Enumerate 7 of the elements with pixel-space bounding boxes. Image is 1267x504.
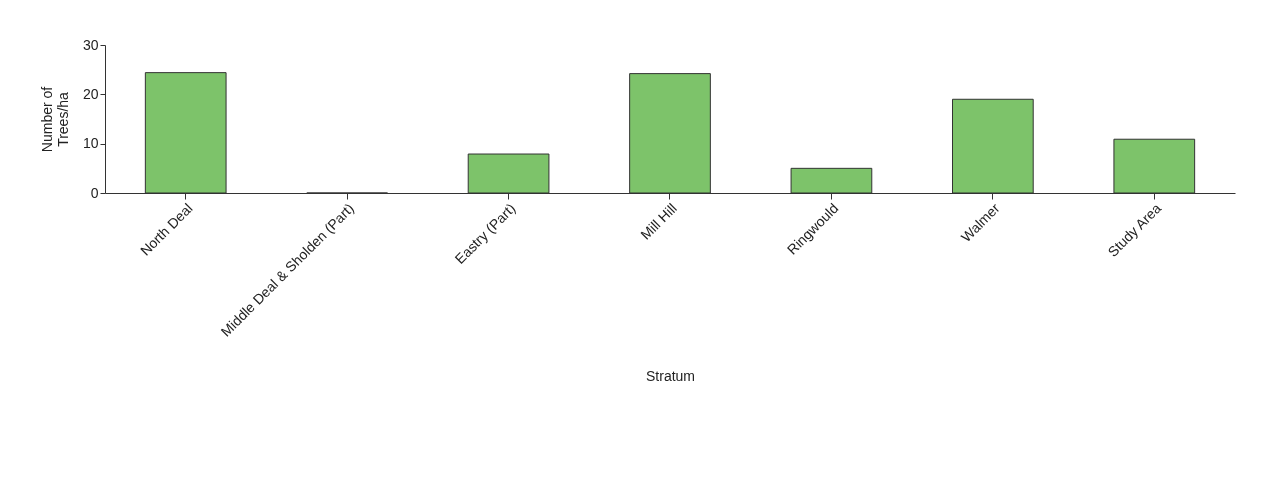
y-tick-label: 10 bbox=[82, 135, 99, 152]
x-tick-label: Mill Hill bbox=[637, 200, 680, 243]
x-axis-title: Stratum bbox=[645, 367, 696, 384]
y-tick-label: 0 bbox=[90, 184, 99, 201]
y-axis-title: Number of Trees/ha bbox=[38, 86, 71, 153]
y-tick-label: 30 bbox=[82, 36, 99, 53]
y-tick-label: 20 bbox=[82, 85, 99, 102]
